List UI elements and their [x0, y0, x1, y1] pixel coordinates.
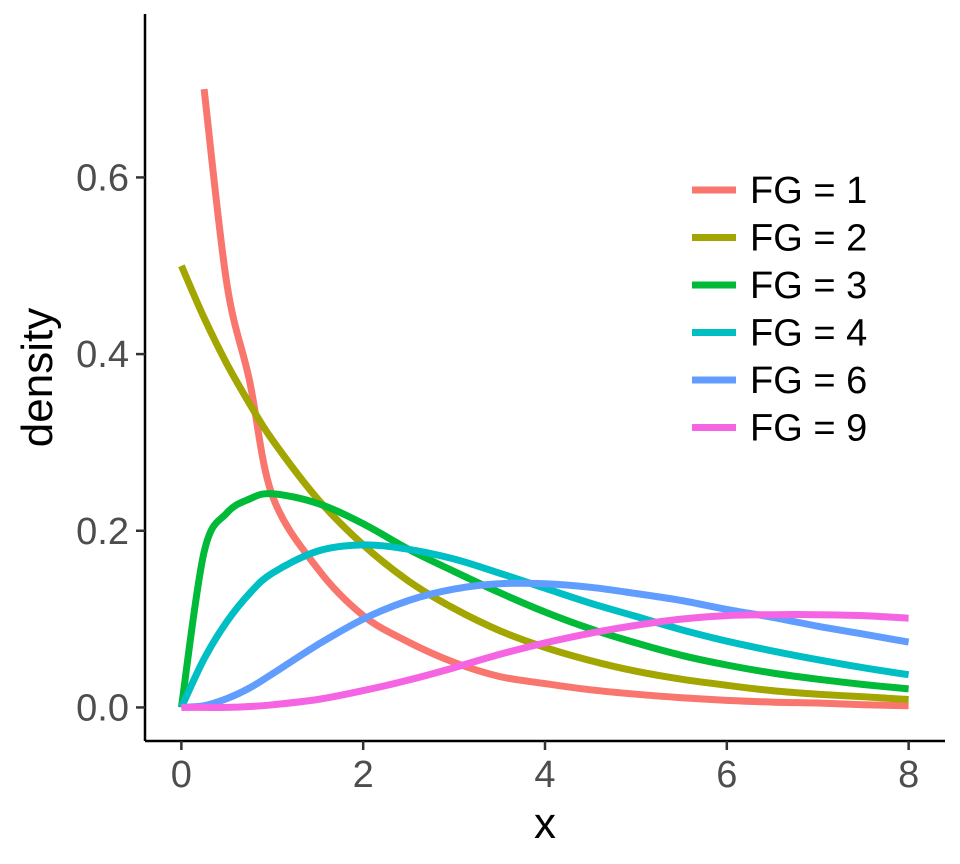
legend-label: FG = 4: [750, 313, 867, 355]
series-line-3: [177, 490, 909, 708]
y-axis-title: density: [13, 308, 62, 447]
legend-label: FG = 3: [750, 265, 867, 307]
y-ticks: 0.0 0.2 0.4 0.6: [76, 157, 145, 729]
x-tick-label: 4: [534, 754, 555, 796]
legend-item: FG = 4: [692, 313, 867, 355]
legend-item: FG = 9: [692, 408, 867, 450]
x-axis-title: x: [534, 799, 556, 848]
axes: 0 2 4 6 8 0.0 0.2 0.4 0.6: [76, 14, 945, 796]
x-tick-label: 8: [898, 754, 919, 796]
legend-label: FG = 2: [750, 218, 867, 260]
y-tick-label: 0.2: [76, 511, 129, 553]
series-line-2: [178, 264, 909, 703]
series-line-4: [178, 541, 910, 709]
legend-label: FG = 1: [750, 170, 867, 212]
legend-label: FG = 6: [750, 360, 867, 402]
x-tick-label: 6: [716, 754, 737, 796]
y-tick-label: 0.4: [76, 334, 129, 376]
legend-label: FG = 9: [750, 408, 867, 450]
legend-item: FG = 6: [692, 360, 867, 402]
legend-item: FG = 1: [692, 170, 867, 212]
x-tick-label: 2: [353, 754, 374, 796]
legend-item: FG = 3: [692, 265, 867, 307]
y-tick-label: 0.6: [76, 157, 129, 199]
x-tick-label: 0: [171, 754, 192, 796]
y-tick-label: 0.0: [76, 687, 129, 729]
series-line-6: [181, 611, 909, 711]
series-lines: [177, 88, 910, 711]
legend: FG = 1 FG = 2 FG = 3 FG = 4 FG = 6 FG = 9: [692, 170, 867, 450]
series-line-1: [200, 88, 909, 710]
x-ticks: 0 2 4 6 8: [171, 741, 919, 796]
legend-item: FG = 2: [692, 218, 867, 260]
